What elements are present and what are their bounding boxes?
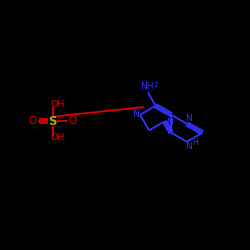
- Text: O: O: [28, 116, 36, 126]
- Text: OH: OH: [51, 134, 65, 142]
- Text: O: O: [68, 116, 77, 126]
- Text: N: N: [166, 118, 172, 127]
- Text: N: N: [185, 114, 192, 123]
- Text: S: S: [48, 115, 57, 128]
- Text: 2: 2: [154, 82, 158, 88]
- Text: N: N: [132, 110, 139, 119]
- Text: N: N: [185, 142, 192, 151]
- Text: NH: NH: [140, 82, 153, 92]
- Text: OH: OH: [51, 100, 65, 109]
- Text: H: H: [192, 138, 198, 147]
